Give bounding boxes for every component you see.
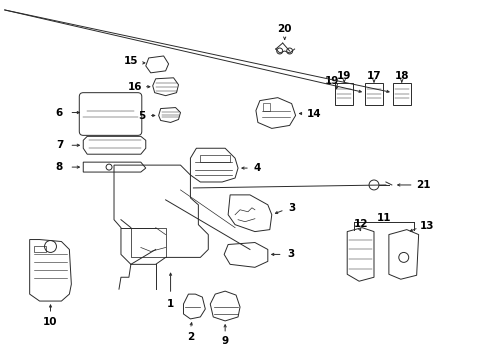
- Text: 5: 5: [138, 111, 145, 121]
- Text: 13: 13: [419, 221, 433, 231]
- Text: 15: 15: [123, 56, 138, 66]
- Text: 19: 19: [325, 76, 339, 86]
- Text: 8: 8: [56, 162, 63, 172]
- Text: 14: 14: [306, 108, 321, 118]
- Text: 12: 12: [353, 219, 367, 229]
- Text: 9: 9: [221, 336, 228, 346]
- Text: 7: 7: [56, 140, 63, 150]
- Text: 21: 21: [415, 180, 430, 190]
- Text: 3: 3: [286, 249, 294, 260]
- Text: 3: 3: [287, 203, 295, 213]
- Text: 17: 17: [366, 71, 381, 81]
- Text: 16: 16: [127, 82, 142, 92]
- Text: 20: 20: [277, 24, 291, 34]
- Text: 1: 1: [166, 299, 174, 309]
- Text: 18: 18: [394, 71, 408, 81]
- Text: 6: 6: [56, 108, 63, 117]
- Text: 4: 4: [253, 163, 260, 173]
- Text: 2: 2: [186, 332, 194, 342]
- Text: 11: 11: [376, 213, 390, 223]
- Text: 10: 10: [43, 317, 58, 327]
- Text: 19: 19: [336, 71, 351, 81]
